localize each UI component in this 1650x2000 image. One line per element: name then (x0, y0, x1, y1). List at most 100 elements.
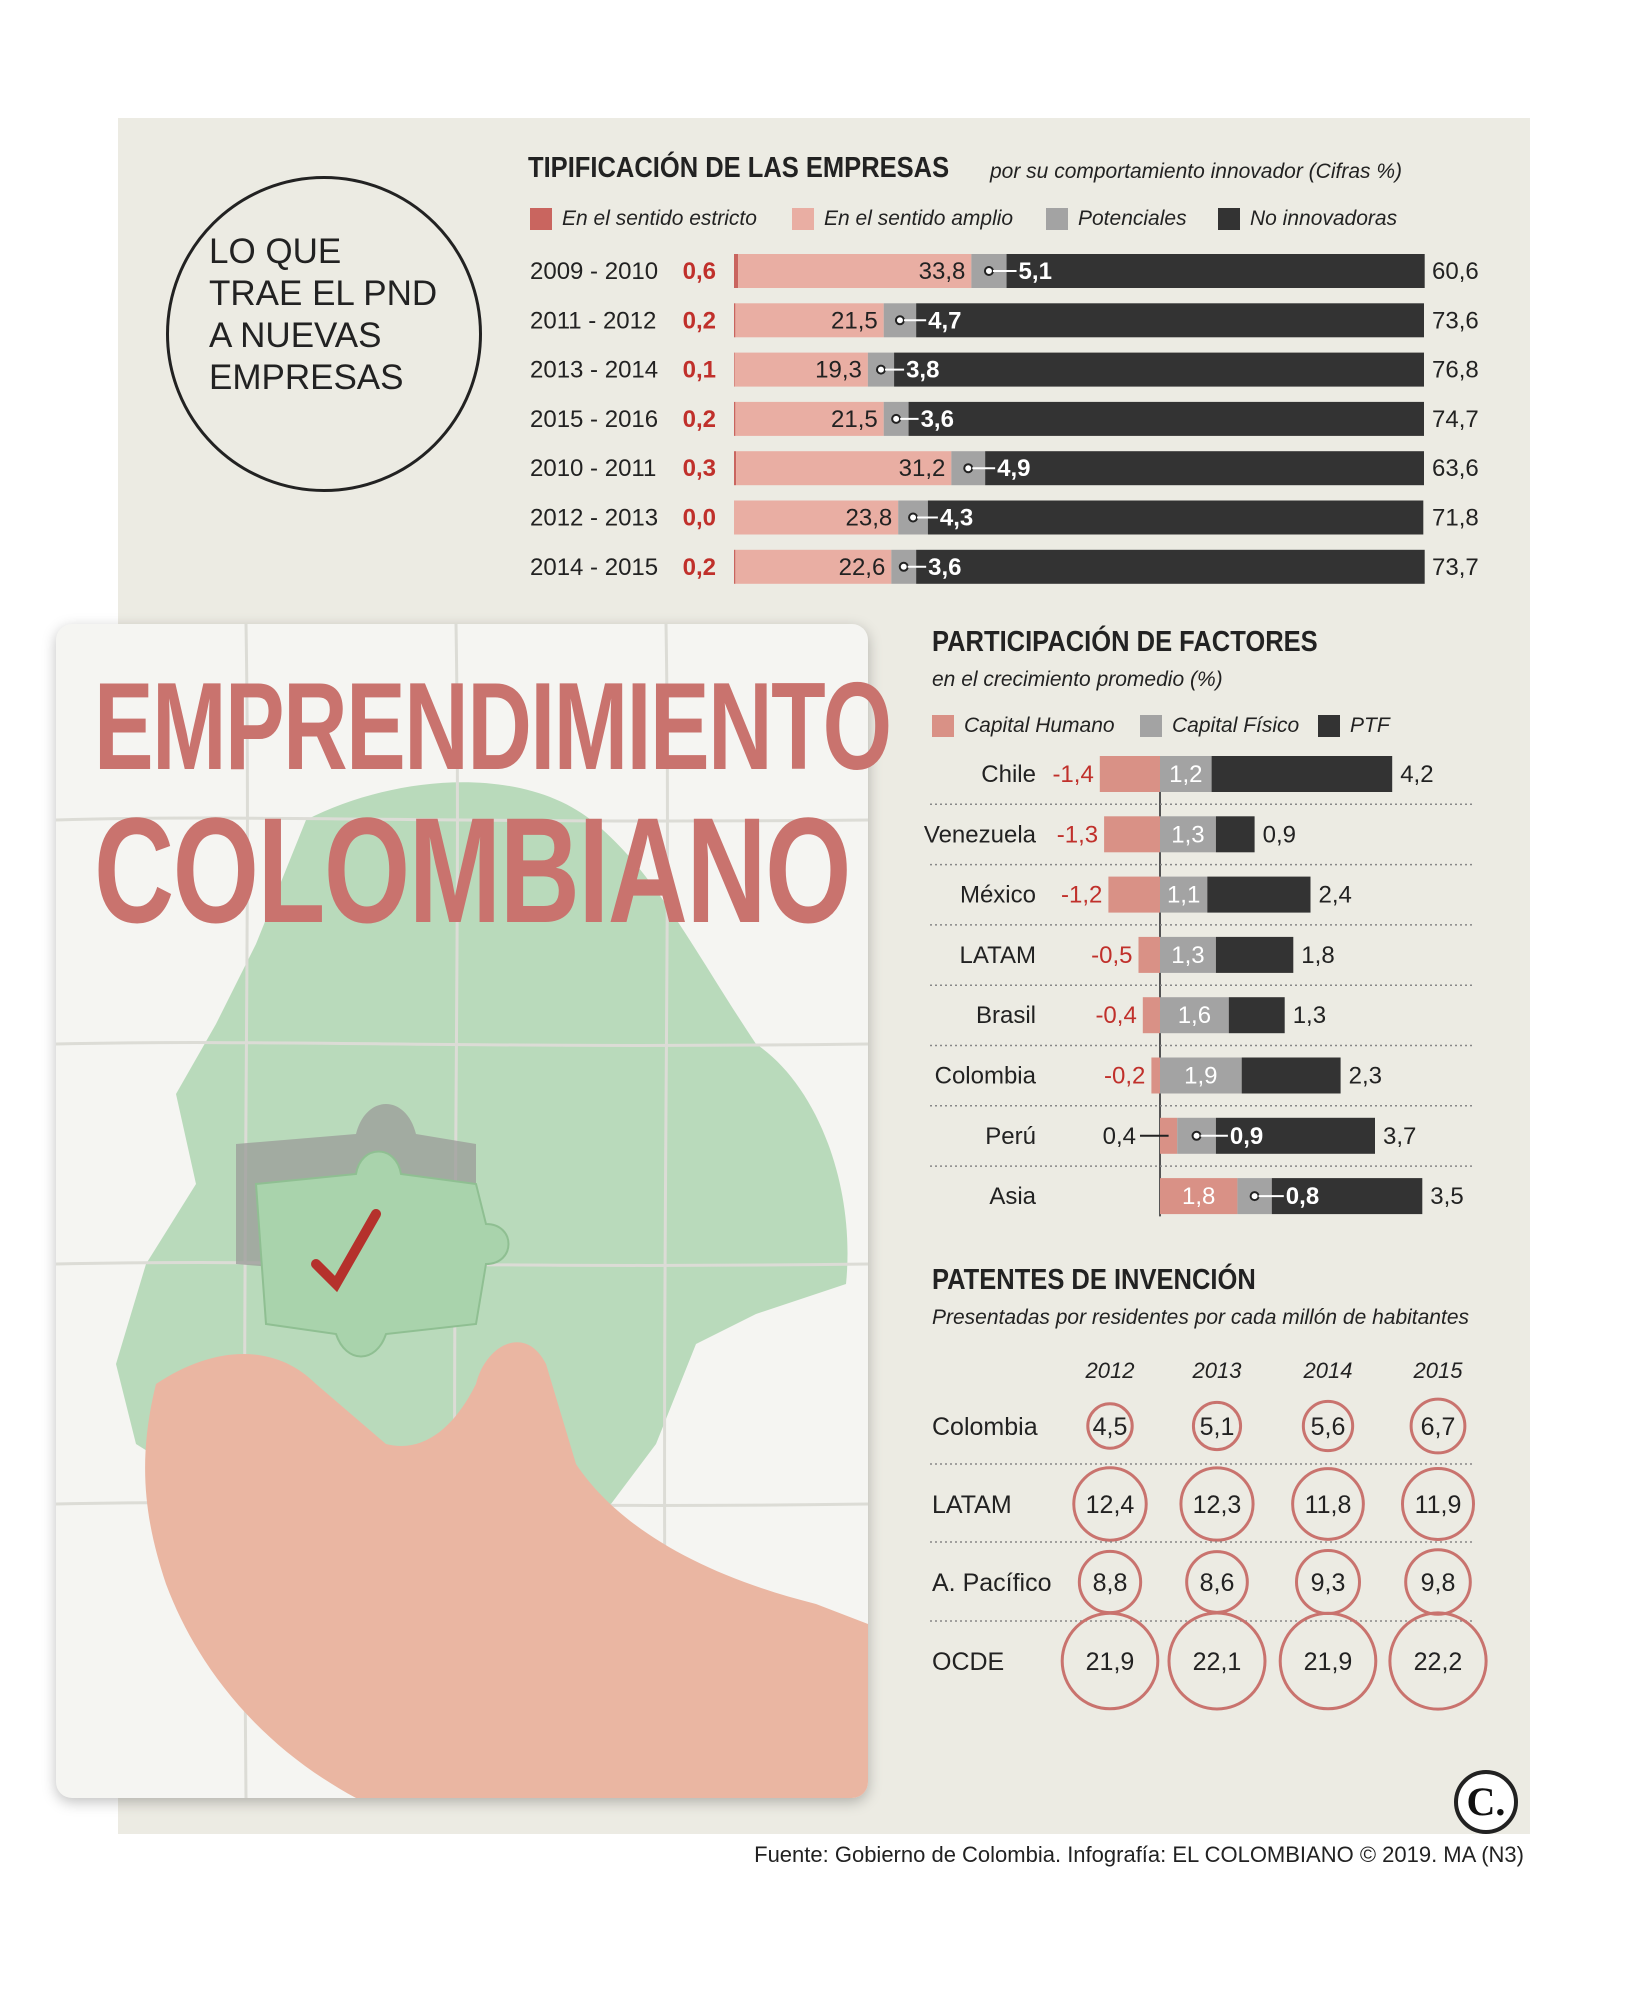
patent-bubble-1-3 (1401, 1467, 1475, 1541)
patent-value-0-3: 6,7 (1421, 1413, 1456, 1441)
patent-value-2-3: 9,8 (1421, 1569, 1456, 1597)
puzzle-drawing (56, 624, 868, 1798)
broad-value-3: 21,5 (831, 406, 878, 433)
patent-value-1-2: 11,8 (1305, 1491, 1352, 1519)
potential-value-0: 5,1 (1019, 258, 1052, 285)
potential-value-4: 4,9 (997, 455, 1030, 482)
legend-physical-capital: Capital Físico (1140, 714, 1299, 738)
patent-value-0-1: 5,1 (1200, 1413, 1235, 1441)
year-header-0: 2012 (1085, 1358, 1135, 1383)
bar-seg-0-0 (734, 254, 739, 288)
physical-capital-value-1: 1,3 (1171, 821, 1204, 848)
human-capital-bar-4 (1142, 997, 1160, 1034)
patent-value-2-2: 9,3 (1311, 1569, 1346, 1597)
patent-bubble-1-0 (1072, 1466, 1148, 1542)
legend-physical-capital-label: Capital Físico (1172, 714, 1300, 737)
row-label-5: 2012 - 2013 (530, 505, 658, 532)
strict-value-1: 0,2 (683, 307, 716, 334)
patent-bubble-1-2 (1291, 1467, 1365, 1541)
country-label-1: Venezuela (924, 821, 1037, 848)
potential-value-1: 4,7 (928, 307, 961, 334)
country-label-4: Brasil (976, 1002, 1036, 1029)
legend-broad-label: En el sentido amplio (824, 207, 1014, 230)
physical-capital-value-6: 0,9 (1230, 1123, 1263, 1150)
patent-value-2-0: 8,8 (1093, 1569, 1128, 1597)
potential-value-5: 4,3 (940, 505, 973, 532)
strict-value-6: 0,2 (683, 554, 716, 581)
patent-bubble-0-3 (1409, 1397, 1467, 1455)
year-header-2: 2014 (1303, 1358, 1353, 1383)
ptf-value-1: 0,9 (1263, 821, 1296, 848)
bar-seg-1-5 (734, 500, 899, 535)
bar-seg-0-4 (734, 451, 737, 486)
row-label-1: 2011 - 2012 (530, 307, 656, 334)
chart1-subtitle: por su comportamiento innovador (Cifras … (990, 160, 1403, 183)
bar-seg-1-1 (735, 303, 884, 338)
ptf-value-6: 3,7 (1383, 1123, 1416, 1150)
physical-capital-value-2: 1,1 (1167, 882, 1200, 909)
ptf-value-5: 2,3 (1349, 1063, 1382, 1090)
bar-seg-1-6 (735, 549, 892, 584)
patent-bubble-3-3 (1388, 1611, 1488, 1711)
year-header-3: 2015 (1413, 1358, 1464, 1383)
country-label-0: Chile (981, 761, 1036, 788)
potential-value-6: 3,6 (928, 554, 961, 581)
physical-capital-value-3: 1,3 (1171, 942, 1204, 969)
bar-seg-3-2 (894, 352, 1424, 387)
non-innovative-value-4: 63,6 (1432, 455, 1479, 482)
patent-value-1-1: 12,3 (1193, 1491, 1242, 1519)
legend-strict-label: En el sentido estricto (562, 207, 757, 230)
country-label-7: Asia (989, 1183, 1036, 1210)
patent-bubble-3-0 (1060, 1611, 1160, 1711)
ptf-value-7: 3,5 (1430, 1183, 1463, 1210)
patent-value-3-0: 21,9 (1086, 1648, 1135, 1676)
big-title-line-1: EMPRENDIMIENTO (94, 658, 892, 796)
legend-non-innovative: No innovadoras (1218, 207, 1397, 231)
bar-seg-1-4 (736, 451, 952, 486)
potential-value-2: 3,8 (906, 357, 939, 384)
physical-capital-value-7: 0,8 (1286, 1183, 1319, 1210)
row-label-4: 2010 - 2011 (530, 455, 656, 482)
logo-text: C. (1466, 1779, 1506, 1824)
row-label-0: 2009 - 2010 (530, 258, 658, 285)
legend-broad: En el sentido amplio (792, 207, 1013, 231)
ptf-bar-5 (1241, 1057, 1341, 1094)
non-innovative-value-1: 73,6 (1432, 307, 1479, 334)
source-note: Fuente: Gobierno de Colombia. Infografía… (754, 1842, 1524, 1867)
human-capital-value-7: 1,8 (1182, 1183, 1215, 1210)
bar-seg-0-3 (734, 401, 736, 436)
bar-seg-3-1 (916, 303, 1424, 338)
human-capital-value-0: -1,4 (1052, 761, 1093, 788)
bar-seg-1-0 (738, 254, 972, 288)
ptf-bar-4 (1228, 997, 1285, 1034)
physical-capital-bar-0 (1160, 756, 1212, 792)
country-label-5: Colombia (935, 1063, 1037, 1090)
el-colombiano-logo: C. (1454, 1770, 1518, 1834)
bar-seg-0-2 (734, 352, 735, 387)
broad-value-6: 22,6 (839, 554, 886, 581)
broad-value-0: 33,8 (919, 258, 966, 285)
country-label-2: México (960, 882, 1036, 909)
chart2-title: PARTICIPACIÓN DE FACTORES (932, 626, 1318, 658)
year-header-1: 2013 (1192, 1358, 1243, 1383)
hand-shape (145, 1342, 868, 1798)
chart3-subtitle: Presentadas por residentes por cada mill… (932, 1306, 1469, 1329)
patent-value-3-2: 21,9 (1304, 1648, 1353, 1676)
broad-value-1: 21,5 (831, 307, 878, 334)
physical-capital-value-4: 1,6 (1178, 1002, 1211, 1029)
legend-strict: En el sentido estricto (530, 207, 757, 231)
legend-potential: Potenciales (1046, 207, 1187, 231)
legend-ptf-label: PTF (1350, 714, 1390, 737)
row-label-3: 2015 - 2016 (530, 406, 658, 433)
human-capital-bar-2 (1108, 876, 1160, 913)
patent-value-3-3: 22,2 (1414, 1648, 1463, 1676)
physical-capital-bar-4 (1160, 997, 1229, 1034)
ptf-value-0: 4,2 (1400, 761, 1433, 788)
country-label-3: LATAM (960, 942, 1036, 969)
ptf-value-2: 2,4 (1319, 882, 1352, 909)
ptf-bar-0 (1211, 756, 1393, 792)
human-capital-value-5: -0,2 (1104, 1063, 1145, 1090)
human-capital-bar-1 (1104, 816, 1160, 853)
broad-value-2: 19,3 (815, 357, 862, 384)
